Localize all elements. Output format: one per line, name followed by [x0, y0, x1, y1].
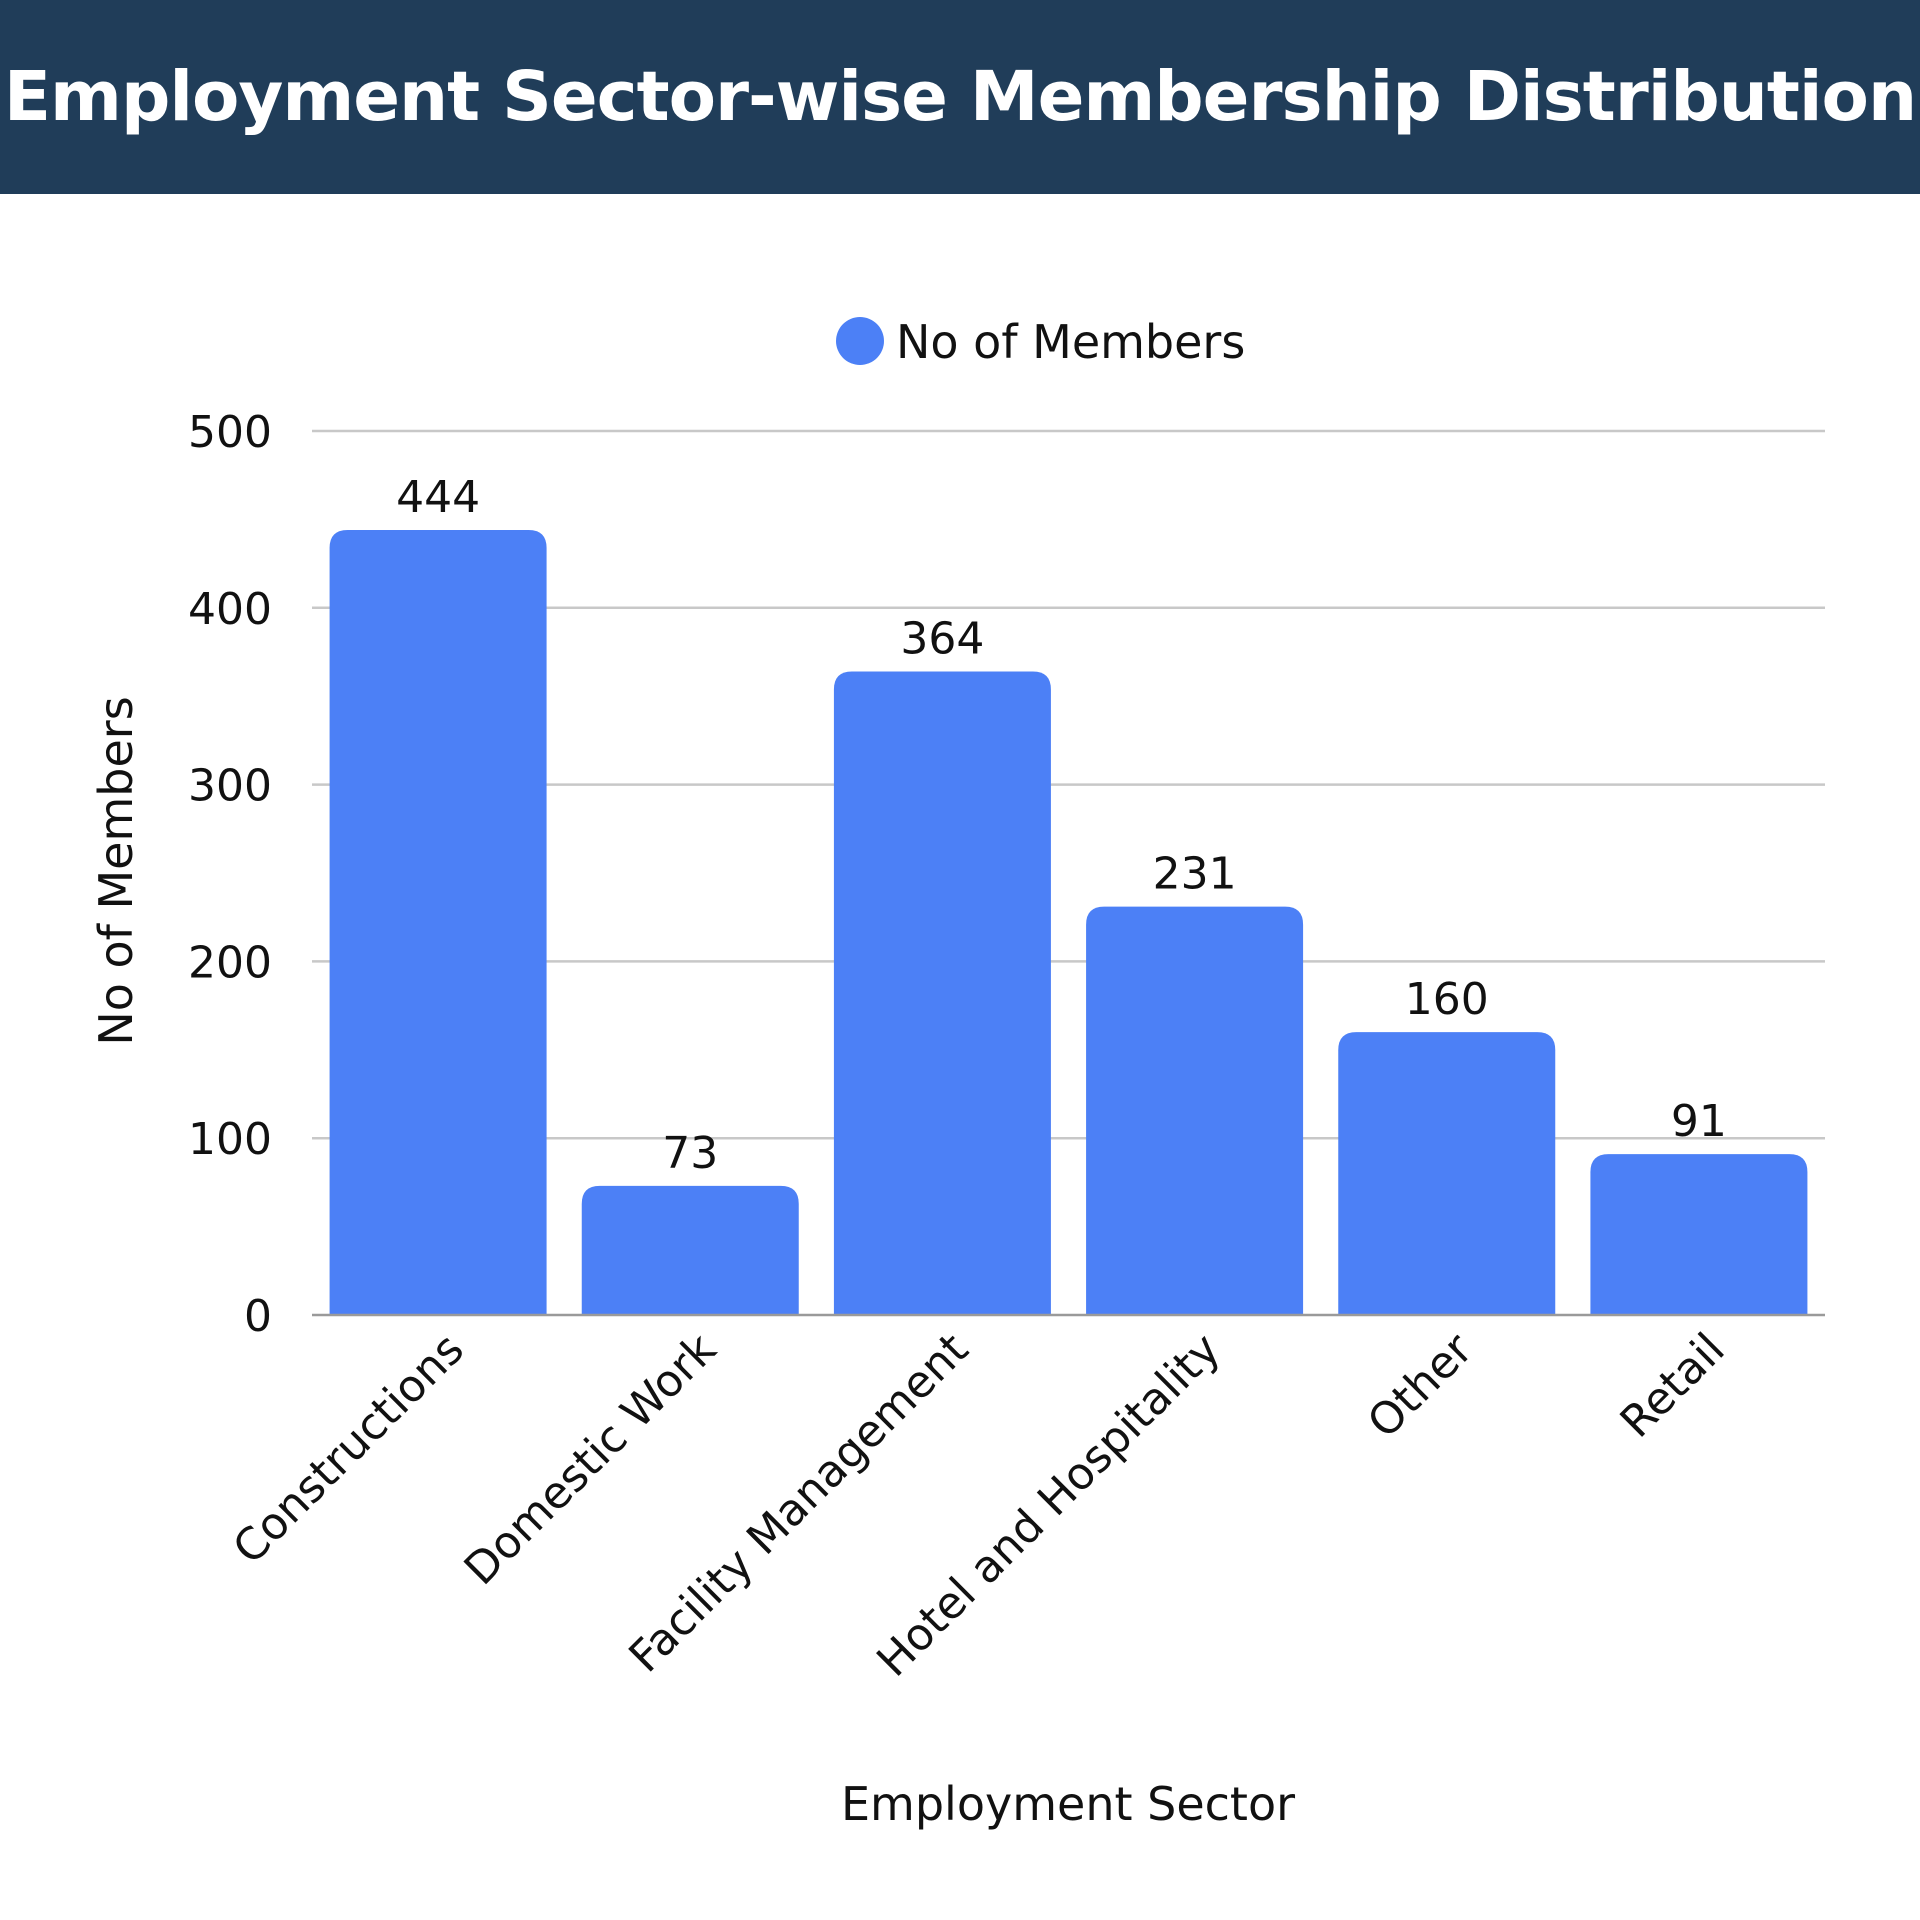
bar — [1590, 1154, 1808, 1315]
x-tick-label: Other — [1358, 1323, 1483, 1448]
y-tick-label: 100 — [188, 1114, 272, 1165]
bar — [329, 530, 547, 1315]
legend: No of Members — [836, 315, 1245, 369]
y-tick-label: 400 — [188, 584, 272, 635]
title-bar: Employment Sector-wise Membership Distri… — [0, 0, 1920, 194]
legend-marker — [836, 317, 884, 365]
bar — [581, 1185, 799, 1315]
bar — [1086, 906, 1304, 1315]
data-label: 91 — [1671, 1096, 1727, 1147]
y-tick-label: 0 — [244, 1291, 272, 1342]
bar — [1338, 1032, 1556, 1315]
x-axis-title: Employment Sector — [841, 1777, 1295, 1831]
y-tick-label: 300 — [188, 761, 272, 812]
x-tick-label: Constructions — [223, 1324, 473, 1574]
y-axis-ticks: 0 100 200 300 400 500 — [188, 407, 272, 1342]
data-label: 364 — [900, 613, 984, 664]
bars — [329, 530, 1808, 1315]
data-labels: 444 73 364 231 160 91 — [396, 472, 1727, 1179]
x-tick-label: Domestic Work — [455, 1323, 727, 1595]
data-label: 160 — [1405, 974, 1489, 1025]
data-label: 73 — [662, 1128, 718, 1179]
y-axis-title: No of Members — [89, 696, 143, 1045]
x-tick-label: Retail — [1611, 1324, 1735, 1448]
y-tick-label: 500 — [188, 407, 272, 458]
gridlines — [312, 429, 1825, 1140]
bar — [833, 671, 1051, 1315]
chart-title: Employment Sector-wise Membership Distri… — [3, 57, 1917, 137]
legend-label: No of Members — [896, 315, 1245, 369]
data-label: 444 — [396, 472, 480, 523]
data-label: 231 — [1153, 849, 1237, 900]
y-tick-label: 200 — [188, 937, 272, 988]
